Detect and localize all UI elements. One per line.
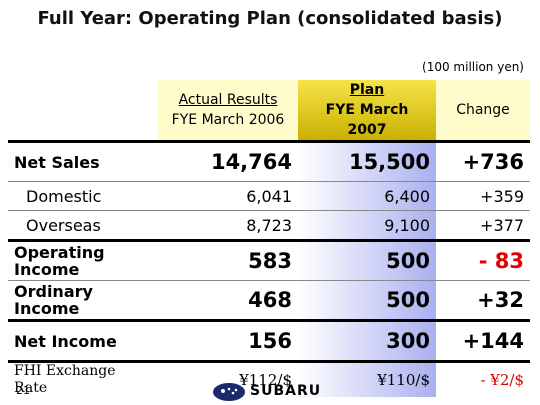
cell: 468 — [248, 288, 292, 312]
cell: +32 — [477, 288, 524, 312]
table-row: Operating Income 583 500 - 83 — [8, 240, 530, 281]
table-row: Ordinary Income 468 500 +32 — [8, 280, 530, 321]
page-number: 21 — [16, 384, 30, 397]
header-cell: Actual Results FYE March 2006 — [158, 80, 298, 142]
row-label: Overseas — [26, 215, 101, 235]
logo-emblem — [213, 383, 245, 401]
cell: - 83 — [478, 249, 524, 273]
cell: 14,764 — [210, 150, 292, 174]
table-row: Overseas 8,723 9,100 +377 — [8, 210, 530, 241]
cell: +736 — [462, 150, 524, 174]
unit-note: (100 million yen) — [422, 60, 524, 74]
table-row: FHI Exchange Rate ¥112/$ ¥110/$ - ¥2/$ — [8, 361, 530, 397]
title: Full Year: Operating Plan (consolidated … — [37, 8, 503, 29]
cell: 6,400 — [298, 181, 436, 211]
data-table: Actual Results FYE March 2006 Plan FYE Mar… — [8, 80, 530, 397]
table-row: Net Sales 14,764 15,500 +736 — [8, 141, 530, 182]
table-row: Net Income 156 300 +144 — [8, 320, 530, 362]
row-label: Domestic — [26, 186, 102, 206]
header-text: FYE March 2006 — [171, 112, 285, 128]
header-text: Plan — [349, 82, 385, 98]
cell: +144 — [462, 329, 524, 353]
cell: +377 — [480, 215, 524, 235]
cell: 583 — [248, 249, 292, 273]
cell: ¥110/$ — [298, 361, 436, 397]
row-label: Ordinary Income — [14, 282, 93, 318]
table-row: Domestic 6,041 6,400 +359 — [8, 181, 530, 211]
cell: 300 — [298, 320, 436, 362]
cell: 15,500 — [298, 141, 436, 182]
cell: 500 — [298, 240, 436, 281]
header-text: Actual Results — [178, 92, 278, 108]
cell: +359 — [480, 186, 524, 206]
cell: 8,723 — [246, 215, 292, 235]
corner-cell — [8, 80, 158, 142]
logo-text: SUBARU — [250, 383, 322, 399]
header-text: FYE March 2007 — [325, 102, 409, 138]
header-cell: Plan FYE March 2007 — [298, 80, 436, 142]
cell: - ¥2/$ — [480, 371, 524, 389]
row-label: Net Sales — [14, 152, 100, 172]
header-cell: Change — [436, 80, 530, 142]
cell: ¥112/$ — [239, 371, 292, 389]
cell: 9,100 — [298, 210, 436, 241]
cell: 6,041 — [246, 186, 292, 206]
cell: 500 — [298, 280, 436, 321]
cell: 156 — [248, 329, 292, 353]
row-label: FHI Exchange Rate — [14, 363, 116, 396]
row-label: Net Income — [14, 331, 117, 351]
row-label: Operating Income — [14, 243, 105, 279]
